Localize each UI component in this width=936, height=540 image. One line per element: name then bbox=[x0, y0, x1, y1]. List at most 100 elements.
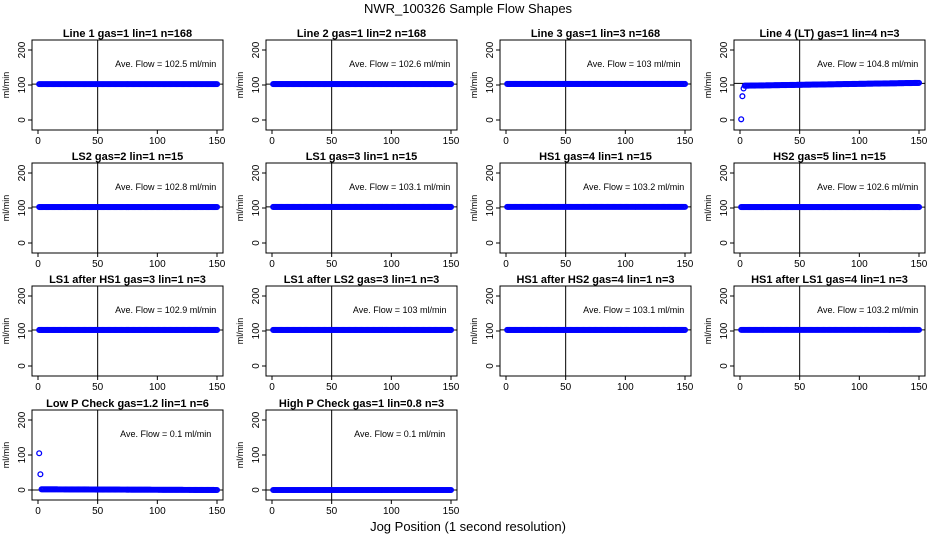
data-point bbox=[447, 81, 455, 88]
ave-flow-annotation: Ave. Flow = 102.9 ml/min bbox=[115, 305, 216, 315]
x-tick-label: 100 bbox=[149, 136, 166, 147]
y-axis-label: ml/min bbox=[1, 442, 11, 469]
x-tick-label: 150 bbox=[443, 506, 460, 517]
x-tick-label: 100 bbox=[617, 382, 634, 393]
ave-flow-annotation: Ave. Flow = 0.1 ml/min bbox=[120, 429, 211, 439]
x-tick-label: 0 bbox=[269, 506, 275, 517]
ave-flow-annotation: Ave. Flow = 0.1 ml/min bbox=[354, 429, 445, 439]
panel-2: Line 2 gas=1 lin=2 n=168 0 50 100 150 0 100 200… bbox=[235, 28, 460, 147]
y-axis-label: ml/min bbox=[235, 442, 245, 469]
y-axis-label: ml/min bbox=[469, 195, 479, 222]
y-tick-label: 100 bbox=[719, 199, 730, 216]
panel-8: HS2 gas=5 lin=1 n=15 0 50 100 150 0 100 200 ml/m… bbox=[703, 151, 928, 270]
panel-1: Line 1 gas=1 lin=1 n=168 0 50 100 150 0 100 200… bbox=[1, 28, 226, 147]
y-axis-label: ml/min bbox=[703, 318, 713, 345]
panel-title: HS2 gas=5 lin=1 n=15 bbox=[773, 151, 886, 163]
data-point bbox=[447, 203, 455, 210]
panel-14: High P Check gas=1 lin=0.8 n=3 0 50 100 150 0… bbox=[235, 398, 460, 517]
y-tick-label: 0 bbox=[251, 487, 262, 493]
y-tick-label: 0 bbox=[485, 363, 496, 369]
y-tick-label: 200 bbox=[251, 41, 262, 58]
panel-title: LS1 after HS1 gas=3 lin=1 n=3 bbox=[49, 274, 206, 286]
x-tick-label: 0 bbox=[269, 136, 275, 147]
x-tick-label: 50 bbox=[326, 506, 338, 517]
x-tick-label: 50 bbox=[560, 259, 572, 270]
x-tick-label: 150 bbox=[443, 259, 460, 270]
data-point bbox=[447, 326, 455, 334]
ave-flow-annotation: Ave. Flow = 102.5 ml/min bbox=[115, 59, 216, 69]
data-point bbox=[739, 93, 746, 100]
y-tick-label: 0 bbox=[251, 117, 262, 123]
x-tick-label: 150 bbox=[443, 136, 460, 147]
x-tick-label: 50 bbox=[92, 259, 104, 270]
ave-flow-annotation: Ave. Flow = 103 ml/min bbox=[587, 59, 681, 69]
panel-title: Line 1 gas=1 lin=1 n=168 bbox=[63, 28, 192, 40]
x-tick-label: 150 bbox=[677, 136, 694, 147]
y-tick-label: 0 bbox=[17, 487, 28, 493]
x-tick-label: 150 bbox=[209, 259, 226, 270]
y-axis-label: ml/min bbox=[235, 72, 245, 99]
y-tick-label: 100 bbox=[485, 76, 496, 93]
y-tick-label: 0 bbox=[17, 363, 28, 369]
panel-3: Line 3 gas=1 lin=3 n=168 0 50 100 150 0 100 200… bbox=[469, 28, 694, 147]
y-tick-label: 200 bbox=[251, 164, 262, 181]
x-tick-label: 50 bbox=[794, 136, 806, 147]
y-tick-label: 200 bbox=[485, 41, 496, 58]
y-tick-label: 200 bbox=[719, 164, 730, 181]
panel-title: HS1 after LS1 gas=4 lin=1 n=3 bbox=[751, 274, 908, 286]
panel-5: LS2 gas=2 lin=1 n=15 0 50 100 150 0 100 200 ml/m… bbox=[1, 151, 226, 270]
panel-title: HS1 gas=4 lin=1 n=15 bbox=[539, 151, 652, 163]
panel-title: LS2 gas=2 lin=1 n=15 bbox=[72, 151, 184, 163]
x-tick-label: 0 bbox=[737, 259, 743, 270]
y-tick-label: 200 bbox=[17, 41, 28, 58]
y-tick-label: 0 bbox=[719, 240, 730, 246]
panel-title: Line 4 (LT) gas=1 lin=4 n=3 bbox=[759, 28, 899, 40]
y-tick-label: 100 bbox=[17, 76, 28, 93]
y-tick-label: 100 bbox=[485, 199, 496, 216]
panel-9: LS1 after HS1 gas=3 lin=1 n=3 0 50 100 150 0 1… bbox=[1, 274, 226, 393]
x-tick-label: 50 bbox=[92, 506, 104, 517]
panel-12: HS1 after LS1 gas=4 lin=1 n=3 0 50 100 150 0 1… bbox=[703, 274, 928, 393]
x-tick-label: 100 bbox=[383, 382, 400, 393]
y-tick-label: 200 bbox=[251, 287, 262, 304]
x-tick-label: 150 bbox=[911, 259, 928, 270]
x-tick-label: 100 bbox=[149, 259, 166, 270]
panel-title: HS1 after HS2 gas=4 lin=1 n=3 bbox=[516, 274, 674, 286]
y-tick-label: 0 bbox=[17, 240, 28, 246]
y-tick-label: 100 bbox=[719, 322, 730, 339]
data-point bbox=[915, 204, 923, 211]
data-point bbox=[915, 79, 923, 86]
y-tick-label: 200 bbox=[485, 164, 496, 181]
panel-7: HS1 gas=4 lin=1 n=15 0 50 100 150 0 100 200 ml/m… bbox=[469, 151, 694, 270]
panel-title: Line 2 gas=1 lin=2 n=168 bbox=[297, 28, 426, 40]
x-tick-label: 0 bbox=[269, 382, 275, 393]
x-tick-label: 100 bbox=[851, 136, 868, 147]
y-tick-label: 100 bbox=[17, 199, 28, 216]
y-tick-label: 200 bbox=[17, 287, 28, 304]
data-point bbox=[213, 81, 221, 88]
y-tick-label: 100 bbox=[485, 322, 496, 339]
ave-flow-annotation: Ave. Flow = 102.6 ml/min bbox=[817, 182, 918, 192]
x-tick-label: 50 bbox=[326, 259, 338, 270]
x-tick-label: 0 bbox=[269, 259, 275, 270]
y-tick-label: 0 bbox=[17, 117, 28, 123]
x-tick-label: 100 bbox=[851, 382, 868, 393]
ave-flow-annotation: Ave. Flow = 103.2 ml/min bbox=[817, 305, 918, 315]
y-axis-label: ml/min bbox=[703, 72, 713, 99]
data-point bbox=[36, 450, 43, 457]
data-point bbox=[738, 116, 745, 123]
x-tick-label: 0 bbox=[503, 259, 509, 270]
x-tick-label: 150 bbox=[911, 136, 928, 147]
y-tick-label: 100 bbox=[251, 199, 262, 216]
x-tick-label: 0 bbox=[503, 136, 509, 147]
x-tick-label: 0 bbox=[35, 382, 41, 393]
x-tick-label: 150 bbox=[677, 382, 694, 393]
x-tick-label: 50 bbox=[560, 382, 572, 393]
ave-flow-annotation: Ave. Flow = 102.6 ml/min bbox=[349, 59, 450, 69]
y-axis-label: ml/min bbox=[1, 318, 11, 345]
y-axis-label: ml/min bbox=[1, 195, 11, 222]
panel-11: HS1 after HS2 gas=4 lin=1 n=3 0 50 100 150 0 1… bbox=[469, 274, 694, 393]
data-point bbox=[37, 471, 44, 478]
y-tick-label: 0 bbox=[485, 117, 496, 123]
x-tick-label: 50 bbox=[326, 382, 338, 393]
